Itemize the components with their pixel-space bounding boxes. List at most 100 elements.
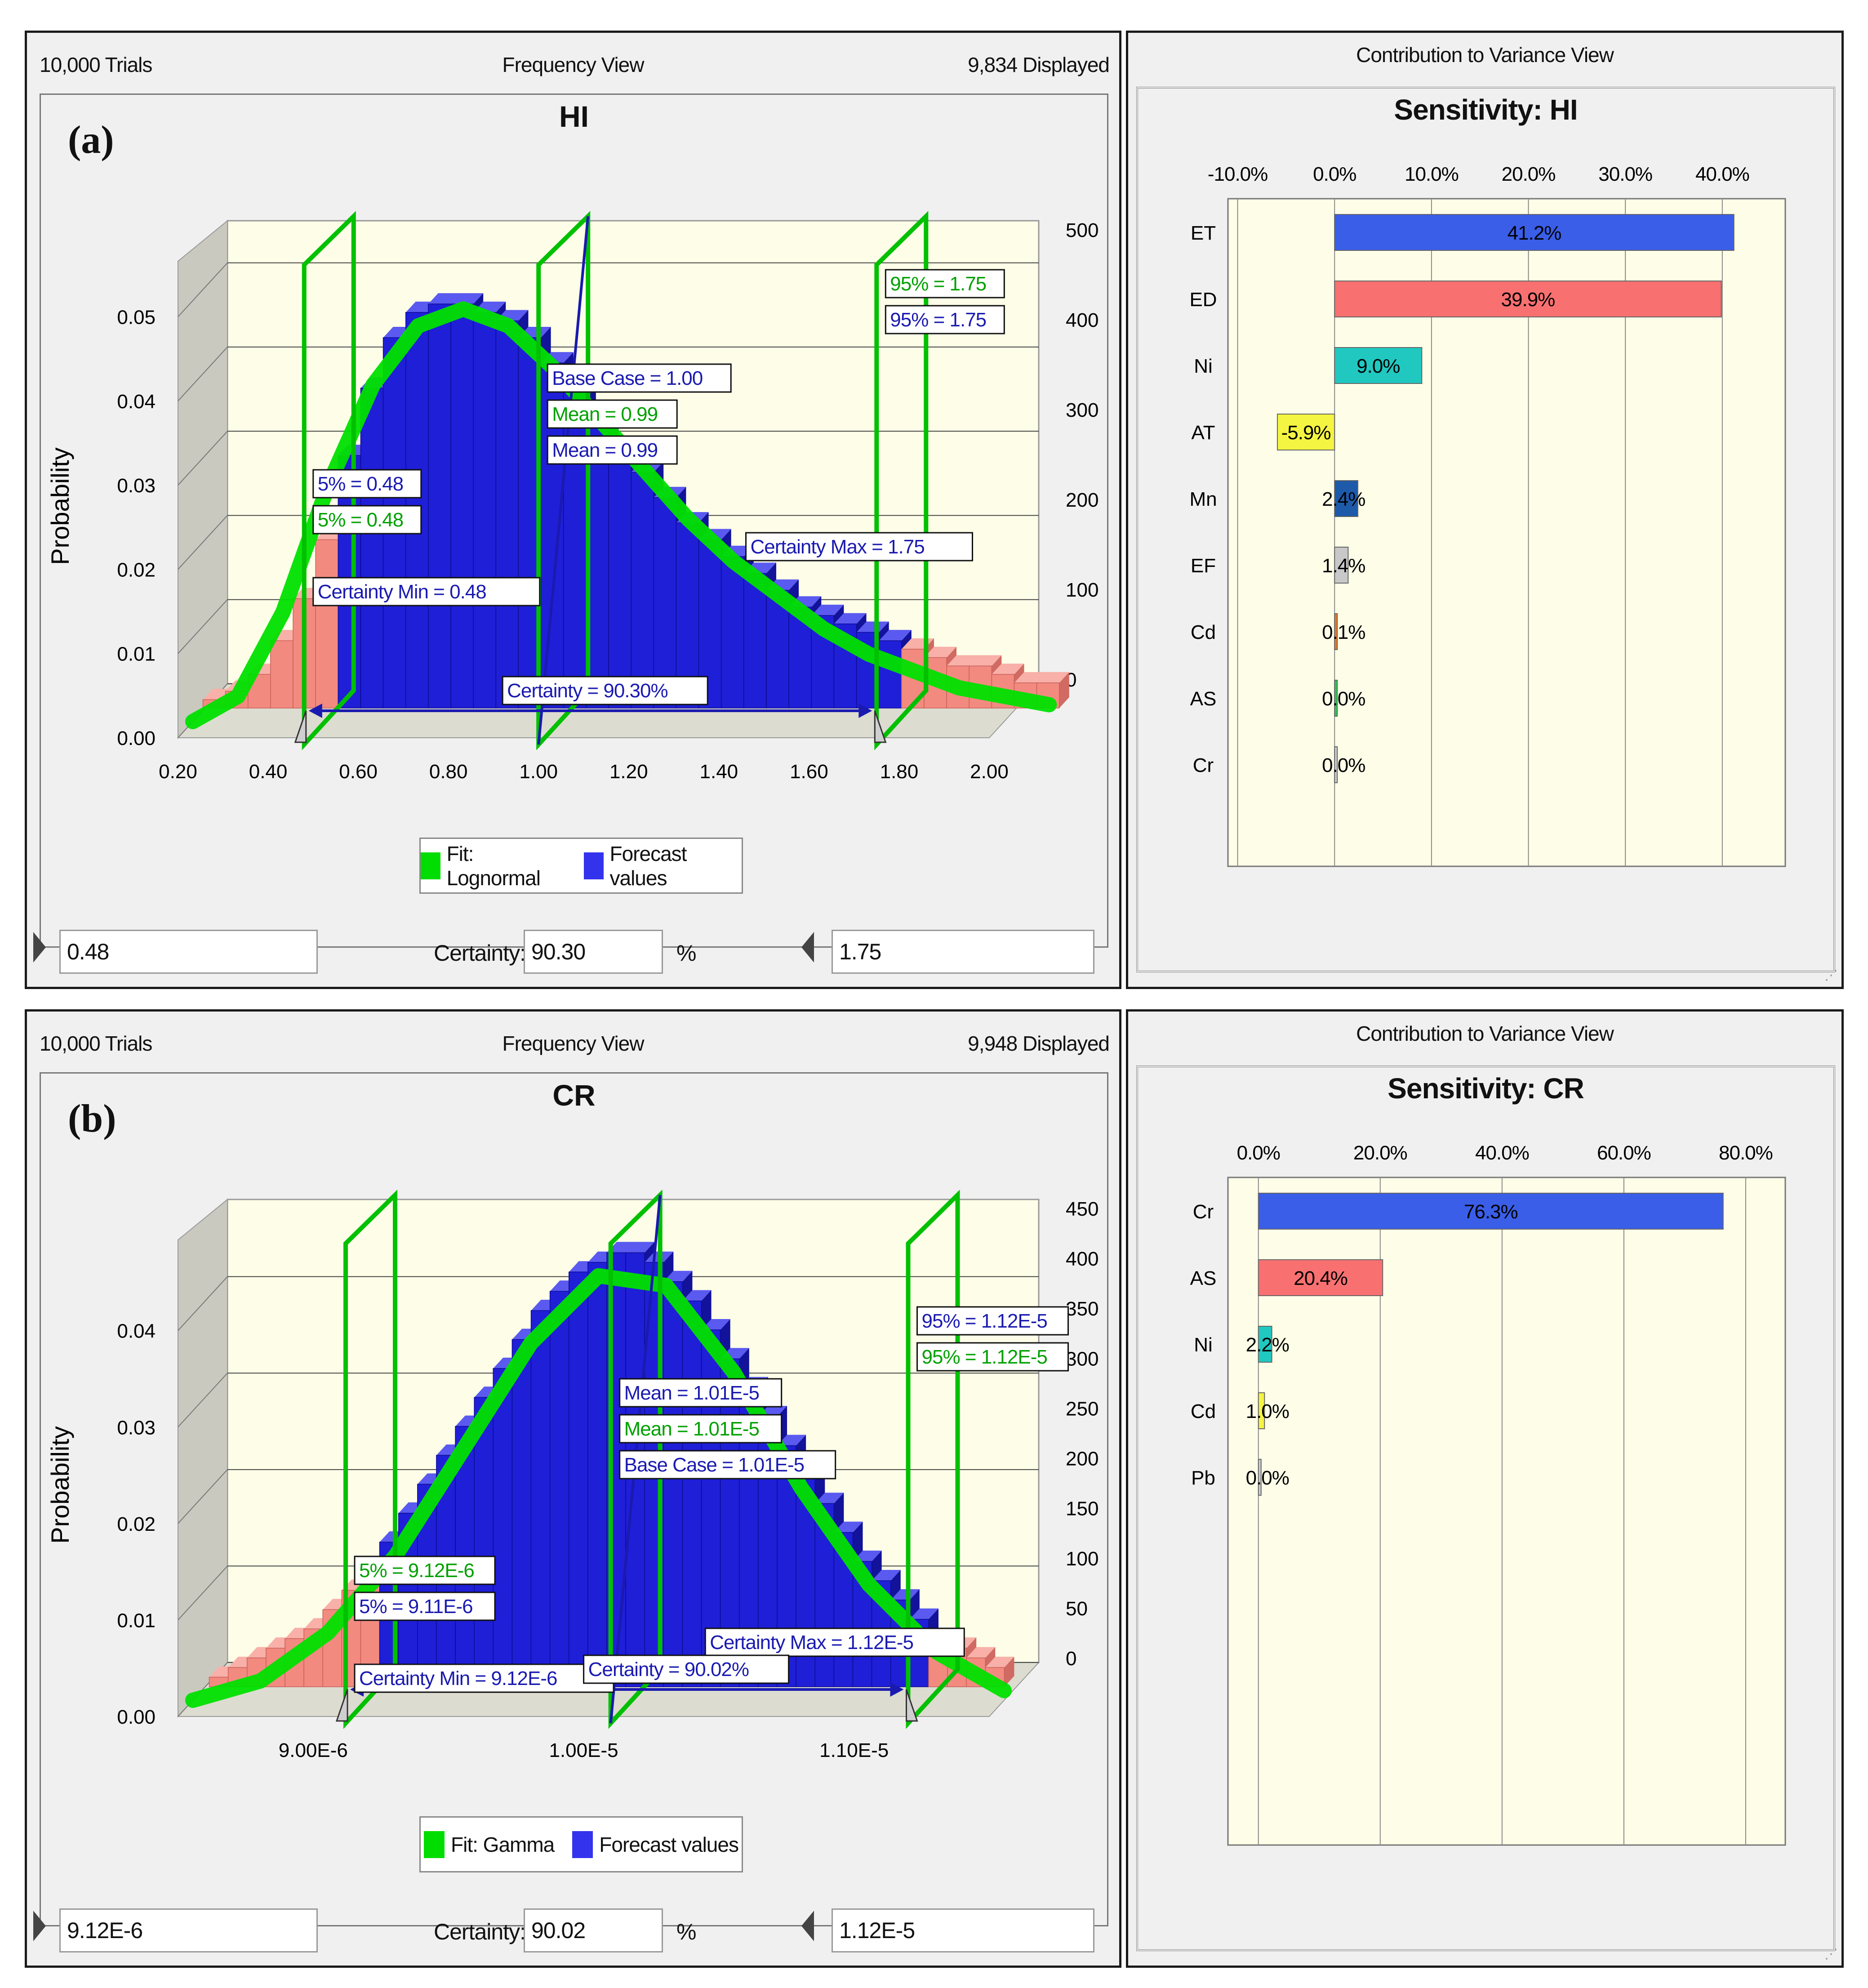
frequency-view-window-a: 10,000 Trials Frequency View 9,834 Displ… [25, 31, 1121, 989]
gridline-depth [178, 1565, 228, 1621]
annotation-box [619, 1414, 783, 1444]
histogram-bar-top [777, 1435, 806, 1446]
gridline-depth [178, 599, 228, 654]
bar-value-label: 41.2% [1508, 222, 1561, 244]
certainty-input[interactable]: 90.30 [524, 930, 663, 974]
histogram-bar [878, 640, 902, 709]
min-grabber-icon[interactable] [33, 932, 46, 963]
annotation-label: 5% = 0.48 [318, 473, 403, 495]
histogram-bar-top [834, 1521, 863, 1533]
percentile-frame [874, 211, 929, 750]
category-label: Ni [1194, 1334, 1213, 1356]
annotation-label: 5% = 9.12E-6 [359, 1560, 474, 1582]
certainty-arrowhead-right [858, 704, 872, 718]
y-tick-label: 0.03 [117, 1417, 156, 1439]
histogram-bar [743, 573, 767, 709]
annotation-label: 95% = 1.12E-5 [922, 1346, 1047, 1368]
panel-label: (a) [68, 118, 114, 162]
percent-label: % [676, 941, 696, 966]
max-grabber-icon[interactable] [801, 932, 814, 963]
sensitivity-bar [1334, 547, 1349, 584]
category-label: EF [1191, 555, 1216, 577]
x-tick-label: 40.0% [1695, 163, 1749, 185]
legend-forecast-label: Forecast values [609, 842, 687, 890]
histogram-bar [608, 446, 632, 709]
x-tick-label: 40.0% [1475, 1142, 1529, 1164]
max-grabber-icon[interactable] [801, 1911, 814, 1941]
gridline-depth [178, 1276, 228, 1331]
resize-grip-icon[interactable]: ⋰ [1824, 968, 1838, 983]
sensitivity-title: Sensitivity: HI [1394, 94, 1578, 126]
x-tick-label: 1.80 [880, 761, 919, 783]
gridline-depth [178, 515, 228, 570]
histogram-bar-top [890, 1589, 920, 1600]
percent-label: % [676, 1919, 696, 1944]
bar-value-label: 0.1% [1322, 621, 1365, 643]
bar-value-label: 0.0% [1322, 688, 1365, 710]
x-tick-label: 0.60 [339, 761, 378, 783]
view-title: Frequency View [502, 1032, 645, 1055]
x-tick-label: -10.0% [1208, 163, 1268, 185]
y2-tick-label: 50 [1066, 1598, 1088, 1620]
annotation-box [619, 1378, 783, 1408]
certainty-max-input[interactable]: 1.75 [832, 930, 1094, 974]
certainty-max-input[interactable]: 1.12E-5 [832, 1908, 1094, 1952]
histogram-bar [721, 556, 744, 709]
category-label: Mn [1189, 488, 1217, 510]
bar-value-label: 9.0% [1357, 355, 1400, 377]
x-tick-label: 0.0% [1237, 1142, 1280, 1164]
bar-value-label: 2.2% [1246, 1334, 1289, 1356]
chart-title: CR [552, 1079, 596, 1112]
y2-tick-label: 100 [1066, 1548, 1099, 1570]
min-grabber-icon[interactable] [33, 1911, 46, 1941]
y2-tick-label: 400 [1066, 1248, 1099, 1270]
annotation-label: Mean = 0.99 [552, 403, 658, 425]
min-grabber-icon [335, 1689, 348, 1722]
histogram-bar-top [811, 605, 844, 615]
annotation-label: Base Case = 1.01E-5 [624, 1454, 804, 1476]
annotation-label: 95% = 1.12E-5 [922, 1310, 1047, 1332]
annotation-label: Mean = 1.01E-5 [624, 1418, 759, 1440]
chart-legend: Fit: Lognormal Forecast values [419, 838, 743, 894]
certainty-input[interactable]: 90.02 [524, 1908, 663, 1952]
sensitivity-chart: Sensitivity: CR 0.0% 20.0% 40.0% 60.0% 80.0%… [1136, 1065, 1835, 1951]
histogram-bar [631, 472, 654, 709]
histogram-bar [549, 1291, 569, 1687]
sensitivity-bars: -10.0% 0.0% 10.0% 20.0% 30.0% 40.0% ET 41.2% ED 3… [1189, 163, 1786, 867]
annotation-label: 95% = 1.75 [890, 309, 986, 331]
bar-value-label: 1.0% [1246, 1400, 1289, 1422]
annotation-label: Certainty Min = 9.12E-6 [359, 1667, 557, 1689]
x-tick-label: 2.00 [970, 761, 1009, 783]
side-wall [178, 1198, 228, 1718]
y2-tick-label: 150 [1066, 1498, 1099, 1520]
sensitivity-bars: 0.0% 20.0% 40.0% 60.0% 80.0% Cr 76.3% AS 20.4% Ni… [1190, 1142, 1786, 1846]
legend-fit-label: Fit: Gamma [451, 1832, 555, 1856]
annotation-box [312, 505, 422, 535]
annotation-label: 95% = 1.75 [890, 273, 986, 295]
resize-grip-icon[interactable]: ⋰ [1824, 1947, 1838, 1961]
x-tick-label: 0.20 [159, 761, 197, 783]
percentile-frame [302, 211, 356, 750]
certainty-min-input[interactable]: 9.12E-6 [59, 1908, 318, 1952]
certainty-label: Certainty: [434, 1919, 526, 1944]
certainty-min-input[interactable]: 0.48 [59, 930, 318, 974]
histogram-bar-top [879, 630, 912, 641]
sensitivity-view-title: Contribution to Variance View [1356, 43, 1614, 67]
histogram-bar [682, 1300, 702, 1687]
view-title: Frequency View [502, 53, 645, 76]
y2-tick-label: 450 [1066, 1198, 1099, 1220]
sensitivity-bar [1258, 1259, 1383, 1296]
category-label: Cd [1191, 621, 1216, 643]
max-grabber-icon [874, 710, 887, 743]
histogram-bar-top [909, 1608, 938, 1619]
chart-legend: Fit: Gamma Forecast values [419, 1816, 743, 1872]
x-tick-label: 30.0% [1598, 163, 1652, 185]
bar-value-label: 2.4% [1322, 488, 1365, 510]
y2-tick-label: 100 [1066, 579, 1099, 601]
legend-forecast: Forecast values [583, 842, 742, 890]
x-tick-label: 80.0% [1719, 1142, 1773, 1164]
annotation-box [916, 1306, 1069, 1336]
histogram-bar-side [1059, 672, 1069, 708]
displayed-count: 9,948 Displayed [968, 1032, 1110, 1055]
legend-forecast-swatch [583, 852, 604, 879]
